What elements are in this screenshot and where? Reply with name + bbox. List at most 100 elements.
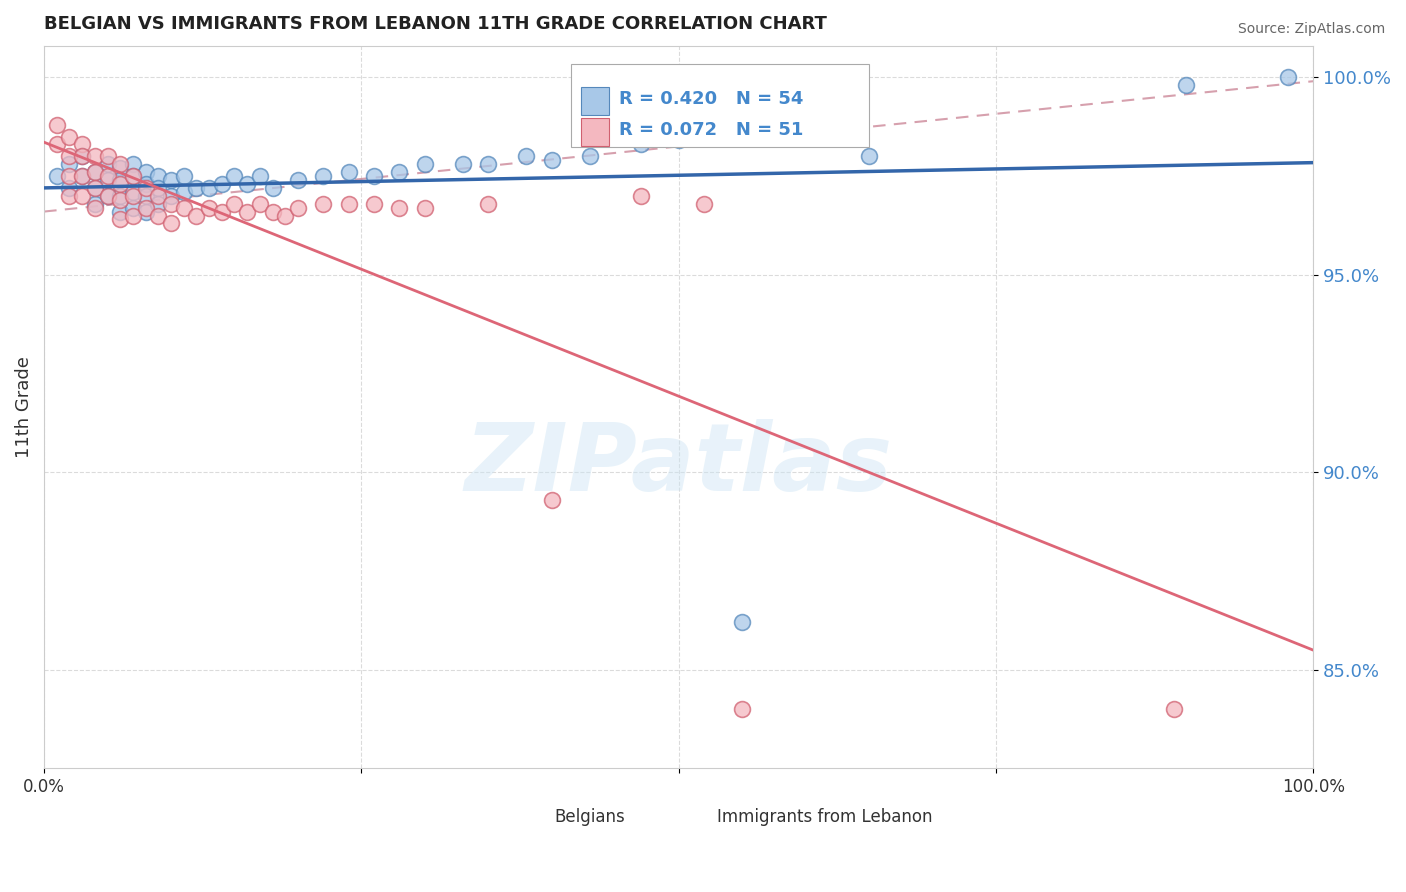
Point	[224, 169, 246, 183]
Point	[274, 209, 297, 223]
Point	[45, 169, 67, 183]
Point	[731, 702, 754, 716]
Point	[287, 201, 309, 215]
Point	[110, 204, 132, 219]
Point	[97, 188, 120, 202]
Point	[262, 204, 284, 219]
Point	[70, 149, 93, 163]
Point	[249, 196, 271, 211]
Point	[413, 157, 436, 171]
Point	[83, 165, 105, 179]
Point	[630, 188, 652, 202]
Point	[148, 181, 170, 195]
Point	[148, 196, 170, 211]
Point	[110, 193, 132, 207]
Point	[97, 173, 120, 187]
Point	[477, 157, 499, 171]
Point	[97, 188, 120, 202]
Point	[413, 201, 436, 215]
FancyBboxPatch shape	[682, 805, 710, 829]
Point	[148, 169, 170, 183]
Point	[135, 204, 157, 219]
Point	[160, 196, 183, 211]
Point	[58, 157, 80, 171]
Point	[668, 133, 690, 147]
Text: R = 0.420   N = 54: R = 0.420 N = 54	[619, 90, 803, 108]
Point	[70, 149, 93, 163]
Text: BELGIAN VS IMMIGRANTS FROM LEBANON 11TH GRADE CORRELATION CHART: BELGIAN VS IMMIGRANTS FROM LEBANON 11TH …	[44, 15, 827, 33]
Point	[45, 118, 67, 132]
Point	[579, 149, 602, 163]
Point	[97, 169, 120, 183]
Point	[58, 181, 80, 195]
Point	[122, 209, 145, 223]
Point	[110, 212, 132, 227]
Point	[388, 201, 411, 215]
Text: Belgians: Belgians	[554, 808, 626, 826]
Point	[1163, 702, 1185, 716]
Point	[58, 169, 80, 183]
Point	[515, 149, 537, 163]
Point	[211, 204, 233, 219]
Point	[83, 181, 105, 195]
Point	[122, 157, 145, 171]
Point	[211, 177, 233, 191]
Point	[70, 169, 93, 183]
FancyBboxPatch shape	[581, 87, 609, 115]
Point	[70, 137, 93, 152]
Point	[160, 216, 183, 230]
Point	[135, 188, 157, 202]
Point	[122, 169, 145, 183]
Text: Immigrants from Lebanon: Immigrants from Lebanon	[717, 808, 932, 826]
Point	[122, 169, 145, 183]
FancyBboxPatch shape	[581, 118, 609, 145]
Point	[45, 137, 67, 152]
Point	[630, 137, 652, 152]
Point	[1175, 78, 1198, 92]
Point	[198, 181, 221, 195]
Point	[337, 165, 360, 179]
Point	[388, 165, 411, 179]
Point	[236, 204, 259, 219]
Point	[110, 188, 132, 202]
Point	[110, 173, 132, 187]
Point	[337, 196, 360, 211]
Point	[160, 188, 183, 202]
Point	[135, 177, 157, 191]
Point	[224, 196, 246, 211]
Point	[173, 185, 195, 199]
Point	[110, 157, 132, 171]
Point	[70, 169, 93, 183]
Point	[148, 188, 170, 202]
Point	[122, 201, 145, 215]
Text: Source: ZipAtlas.com: Source: ZipAtlas.com	[1237, 22, 1385, 37]
Point	[97, 157, 120, 171]
Point	[198, 201, 221, 215]
Point	[312, 196, 335, 211]
Point	[110, 177, 132, 191]
FancyBboxPatch shape	[571, 63, 869, 147]
Point	[135, 165, 157, 179]
Text: R = 0.072   N = 51: R = 0.072 N = 51	[619, 121, 803, 139]
Point	[83, 201, 105, 215]
Point	[70, 188, 93, 202]
Point	[186, 209, 208, 223]
Point	[451, 157, 474, 171]
Point	[173, 169, 195, 183]
Point	[540, 492, 562, 507]
Point	[363, 169, 385, 183]
Point	[148, 209, 170, 223]
Point	[83, 165, 105, 179]
Point	[58, 188, 80, 202]
Point	[83, 149, 105, 163]
Point	[135, 201, 157, 215]
Point	[1277, 70, 1299, 85]
Point	[97, 149, 120, 163]
Point	[236, 177, 259, 191]
Point	[731, 615, 754, 630]
Point	[122, 188, 145, 202]
Text: ZIPatlas: ZIPatlas	[464, 419, 893, 511]
Point	[287, 173, 309, 187]
Point	[477, 196, 499, 211]
Point	[186, 181, 208, 195]
